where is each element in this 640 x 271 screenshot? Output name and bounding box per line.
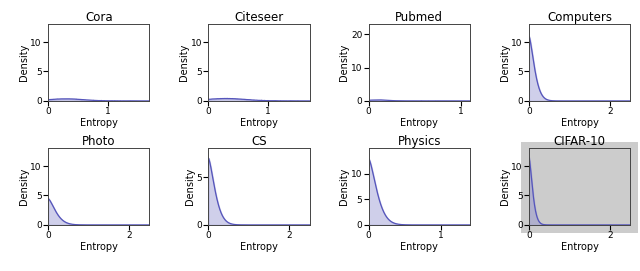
Y-axis label: Density: Density — [339, 44, 349, 81]
Title: Photo: Photo — [82, 136, 115, 149]
X-axis label: Entropy: Entropy — [561, 118, 598, 128]
X-axis label: Entropy: Entropy — [401, 118, 438, 128]
Y-axis label: Density: Density — [339, 168, 349, 205]
X-axis label: Entropy: Entropy — [401, 241, 438, 251]
X-axis label: Entropy: Entropy — [80, 118, 118, 128]
Title: Cora: Cora — [85, 11, 113, 24]
Title: Citeseer: Citeseer — [234, 11, 284, 24]
Title: Physics: Physics — [397, 136, 441, 149]
Title: CIFAR-10: CIFAR-10 — [554, 136, 605, 149]
Y-axis label: Density: Density — [19, 44, 29, 81]
X-axis label: Entropy: Entropy — [240, 118, 278, 128]
X-axis label: Entropy: Entropy — [561, 241, 598, 251]
Title: Computers: Computers — [547, 11, 612, 24]
Y-axis label: Density: Density — [500, 44, 510, 81]
X-axis label: Entropy: Entropy — [240, 241, 278, 251]
X-axis label: Entropy: Entropy — [80, 241, 118, 251]
Title: Pubmed: Pubmed — [396, 11, 444, 24]
Y-axis label: Density: Density — [19, 168, 29, 205]
Y-axis label: Density: Density — [500, 168, 510, 205]
Y-axis label: Density: Density — [179, 44, 189, 81]
Y-axis label: Density: Density — [185, 168, 195, 205]
Title: CS: CS — [252, 136, 267, 149]
